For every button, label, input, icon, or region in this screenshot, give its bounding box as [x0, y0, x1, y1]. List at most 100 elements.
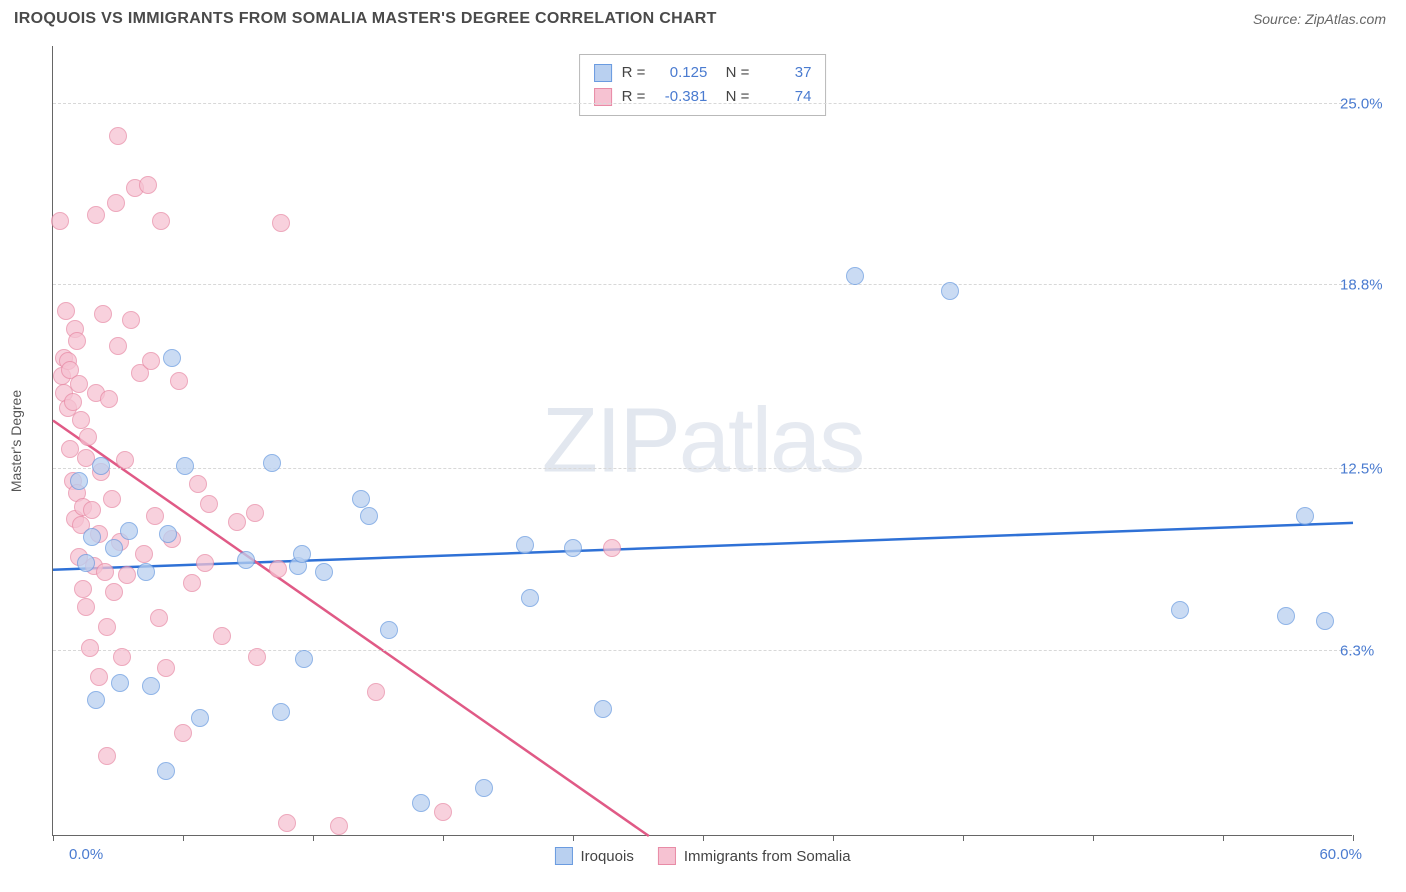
iroquois-point: [941, 282, 959, 300]
iroquois-point: [564, 539, 582, 557]
somalia-point: [70, 375, 88, 393]
x-tick: [53, 835, 54, 841]
correlation-stats-box: R = 0.125 N = 37 R = -0.381 N = 74: [579, 54, 827, 116]
somalia-point: [90, 668, 108, 686]
x-axis-min-label: 0.0%: [69, 846, 103, 863]
iroquois-point: [352, 490, 370, 508]
iroquois-point: [105, 539, 123, 557]
r-value-iroquois: 0.125: [655, 61, 707, 85]
somalia-point: [248, 648, 266, 666]
source-attribution: Source: ZipAtlas.com: [1253, 11, 1386, 27]
iroquois-point: [120, 522, 138, 540]
x-tick: [833, 835, 834, 841]
legend-label-iroquois: Iroquois: [580, 848, 633, 865]
somalia-point: [77, 598, 95, 616]
scatter-plot-area: ZIPatlas R = 0.125 N = 37 R = -0.381 N =…: [52, 46, 1352, 836]
gridline: [53, 284, 1352, 285]
x-tick: [1353, 835, 1354, 841]
x-tick: [963, 835, 964, 841]
somalia-point: [196, 554, 214, 572]
y-tick-label: 6.3%: [1340, 642, 1400, 659]
iroquois-point: [475, 779, 493, 797]
somalia-point: [57, 302, 75, 320]
iroquois-point: [295, 650, 313, 668]
swatch-iroquois-icon: [594, 64, 612, 82]
x-tick: [313, 835, 314, 841]
iroquois-point: [157, 762, 175, 780]
somalia-point: [94, 305, 112, 323]
somalia-point: [74, 580, 92, 598]
legend: Iroquois Immigrants from Somalia: [554, 847, 850, 865]
iroquois-point: [380, 621, 398, 639]
iroquois-point: [111, 674, 129, 692]
iroquois-point: [1296, 507, 1314, 525]
iroquois-point: [412, 794, 430, 812]
y-tick-label: 18.8%: [1340, 276, 1400, 293]
somalia-point: [142, 352, 160, 370]
somalia-point: [103, 490, 121, 508]
somalia-point: [64, 393, 82, 411]
iroquois-point: [176, 457, 194, 475]
iroquois-point: [360, 507, 378, 525]
gridline: [53, 468, 1352, 469]
somalia-point: [79, 428, 97, 446]
somalia-point: [152, 212, 170, 230]
somalia-point: [157, 659, 175, 677]
iroquois-point: [846, 267, 864, 285]
x-tick: [183, 835, 184, 841]
somalia-point: [116, 451, 134, 469]
y-tick-label: 25.0%: [1340, 95, 1400, 112]
somalia-point: [246, 504, 264, 522]
stats-row-iroquois: R = 0.125 N = 37: [594, 61, 812, 85]
somalia-point: [100, 390, 118, 408]
r-label: R =: [622, 85, 646, 109]
x-tick: [703, 835, 704, 841]
x-axis-max-label: 60.0%: [1319, 846, 1362, 863]
iroquois-point: [293, 545, 311, 563]
somalia-point: [109, 127, 127, 145]
somalia-point: [109, 337, 127, 355]
somalia-point: [278, 814, 296, 832]
somalia-point: [83, 501, 101, 519]
somalia-point: [51, 212, 69, 230]
iroquois-point: [594, 700, 612, 718]
iroquois-point: [272, 703, 290, 721]
iroquois-point: [70, 472, 88, 490]
x-tick: [573, 835, 574, 841]
somalia-point: [87, 206, 105, 224]
somalia-point: [118, 566, 136, 584]
somalia-point: [174, 724, 192, 742]
legend-label-somalia: Immigrants from Somalia: [684, 848, 851, 865]
somalia-point: [113, 648, 131, 666]
iroquois-point: [263, 454, 281, 472]
iroquois-point: [1277, 607, 1295, 625]
n-value-iroquois: 37: [759, 61, 811, 85]
somalia-point: [98, 618, 116, 636]
plot-container: Master's Degree ZIPatlas R = 0.125 N = 3…: [36, 46, 1386, 836]
n-label: N =: [717, 61, 749, 85]
iroquois-point: [163, 349, 181, 367]
stats-row-somalia: R = -0.381 N = 74: [594, 85, 812, 109]
r-value-somalia: -0.381: [655, 85, 707, 109]
x-tick: [443, 835, 444, 841]
iroquois-point: [315, 563, 333, 581]
legend-swatch-iroquois-icon: [554, 847, 572, 865]
somalia-point: [603, 539, 621, 557]
iroquois-point: [159, 525, 177, 543]
somalia-point: [189, 475, 207, 493]
somalia-point: [200, 495, 218, 513]
iroquois-point: [521, 589, 539, 607]
somalia-point: [170, 372, 188, 390]
gridline: [53, 650, 1352, 651]
chart-title: IROQUOIS VS IMMIGRANTS FROM SOMALIA MAST…: [14, 10, 717, 28]
somalia-point: [139, 176, 157, 194]
somalia-point: [72, 411, 90, 429]
legend-item-somalia: Immigrants from Somalia: [658, 847, 851, 865]
iroquois-point: [77, 554, 95, 572]
trend-lines: [53, 46, 1353, 836]
somalia-point: [68, 332, 86, 350]
somalia-point: [269, 560, 287, 578]
n-value-somalia: 74: [759, 85, 811, 109]
somalia-point: [213, 627, 231, 645]
iroquois-point: [92, 457, 110, 475]
